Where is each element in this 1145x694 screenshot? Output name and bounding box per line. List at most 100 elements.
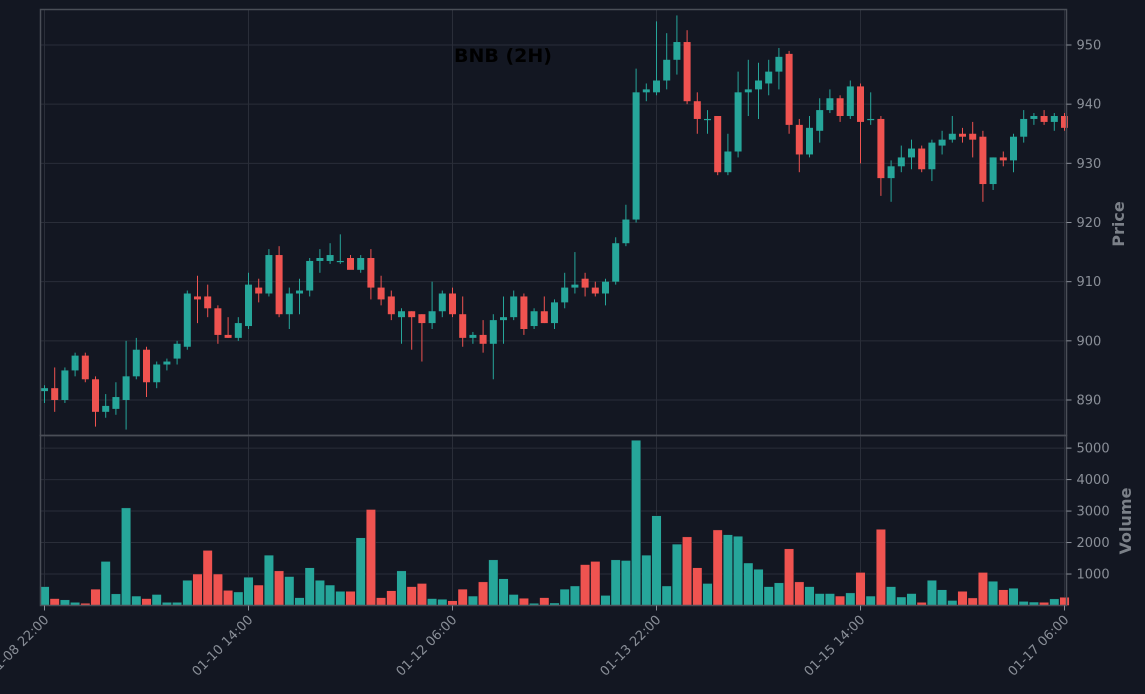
candle-body (897, 157, 905, 167)
candle (122, 340, 130, 430)
volume-bar (774, 582, 784, 606)
candle-body (948, 133, 956, 140)
candle (551, 299, 558, 329)
volume-bar (978, 572, 988, 606)
candle-body (408, 311, 416, 318)
candle-body (816, 110, 824, 131)
price-tick-label: 940 (1077, 98, 1102, 113)
candle-body (296, 290, 303, 294)
candle-body (469, 334, 477, 338)
volume-bar (998, 589, 1009, 606)
candle (897, 145, 905, 173)
candle-body (398, 311, 405, 318)
volume-bar (855, 572, 866, 606)
price-panel: 890 900 910 920 930 940 950 BNB (2H) Price (39, 8, 1128, 437)
candle (1020, 110, 1028, 143)
candle (581, 272, 589, 297)
volume-bar (508, 594, 519, 606)
candle-body (357, 258, 365, 270)
volume-bar (600, 595, 611, 606)
candle-body (245, 284, 252, 327)
candle-body (653, 80, 660, 93)
candle-body (316, 258, 324, 261)
volume-bar (253, 584, 264, 606)
volume-bar (570, 585, 580, 606)
volume-bar (723, 534, 733, 606)
candle (306, 258, 314, 297)
candle (989, 157, 997, 190)
price-axis-ticks: 890 900 910 920 930 940 950 (1066, 39, 1102, 409)
volume-bar (182, 580, 193, 606)
candle (1010, 133, 1017, 173)
price-tick-label: 920 (1077, 216, 1102, 231)
volume-bar (192, 573, 203, 606)
x-tick-label: 01-13 22:00 (598, 613, 665, 680)
candle (367, 249, 375, 300)
candle-body (41, 388, 48, 392)
candle-body (224, 334, 232, 338)
x-axis-ticks: 01-08 22:00 01-10 14:00 01-12 06:00 01-13 2… (0, 605, 1072, 680)
candle (377, 275, 385, 306)
volume-bar (437, 599, 448, 606)
candle (816, 98, 824, 143)
candle (704, 110, 711, 134)
volume-bar (753, 569, 764, 606)
candle-body (540, 311, 548, 324)
candle (112, 382, 120, 415)
candle-body (81, 355, 89, 380)
candle (1050, 113, 1058, 131)
price-axis-label: Price (1109, 201, 1128, 247)
candle (755, 62, 762, 119)
volume-tick-label: 2000 (1077, 536, 1110, 551)
candle-body (887, 166, 895, 179)
candle-body (704, 118, 711, 121)
candle (81, 352, 89, 383)
candle (245, 272, 252, 329)
candle-body (632, 92, 640, 220)
candle (693, 92, 701, 134)
candle (285, 287, 293, 329)
candle-body (143, 349, 150, 383)
candle-body (265, 255, 273, 294)
volume-bars (39, 440, 1070, 606)
candle (51, 367, 59, 412)
candle-body (520, 296, 528, 329)
candle-body (428, 311, 436, 324)
candle (71, 352, 79, 377)
candle (316, 249, 324, 273)
volume-panel-frame (39, 434, 1068, 607)
candle-body (908, 148, 915, 158)
candle (428, 281, 436, 329)
candle (642, 83, 650, 102)
volume-bar (49, 598, 60, 606)
candle (438, 290, 446, 318)
candle-body (561, 287, 569, 303)
candle-body (102, 405, 110, 412)
candle (398, 308, 405, 344)
candle (979, 130, 987, 202)
candle-body (326, 255, 334, 261)
candle (500, 296, 507, 344)
volume-bar (264, 554, 274, 606)
volume-bar (937, 589, 948, 606)
volume-bar (621, 560, 631, 606)
volume-bar (886, 586, 897, 606)
candle (561, 272, 569, 309)
volume-bar (814, 593, 825, 606)
volume-tick-label: 4000 (1077, 473, 1110, 488)
candle-body (275, 255, 283, 315)
candle (92, 376, 99, 427)
candle-body (1050, 116, 1058, 122)
candle-body (387, 296, 395, 315)
candle-body (969, 133, 977, 140)
volume-bar (733, 536, 744, 606)
candle-body (347, 258, 354, 270)
candle (836, 95, 844, 122)
candle-body (877, 118, 885, 179)
candle-body (173, 343, 181, 359)
candle-body (1010, 136, 1017, 161)
candle-body (132, 349, 140, 377)
candle-body (622, 219, 630, 244)
candle (938, 130, 946, 155)
volume-bar (366, 509, 376, 606)
